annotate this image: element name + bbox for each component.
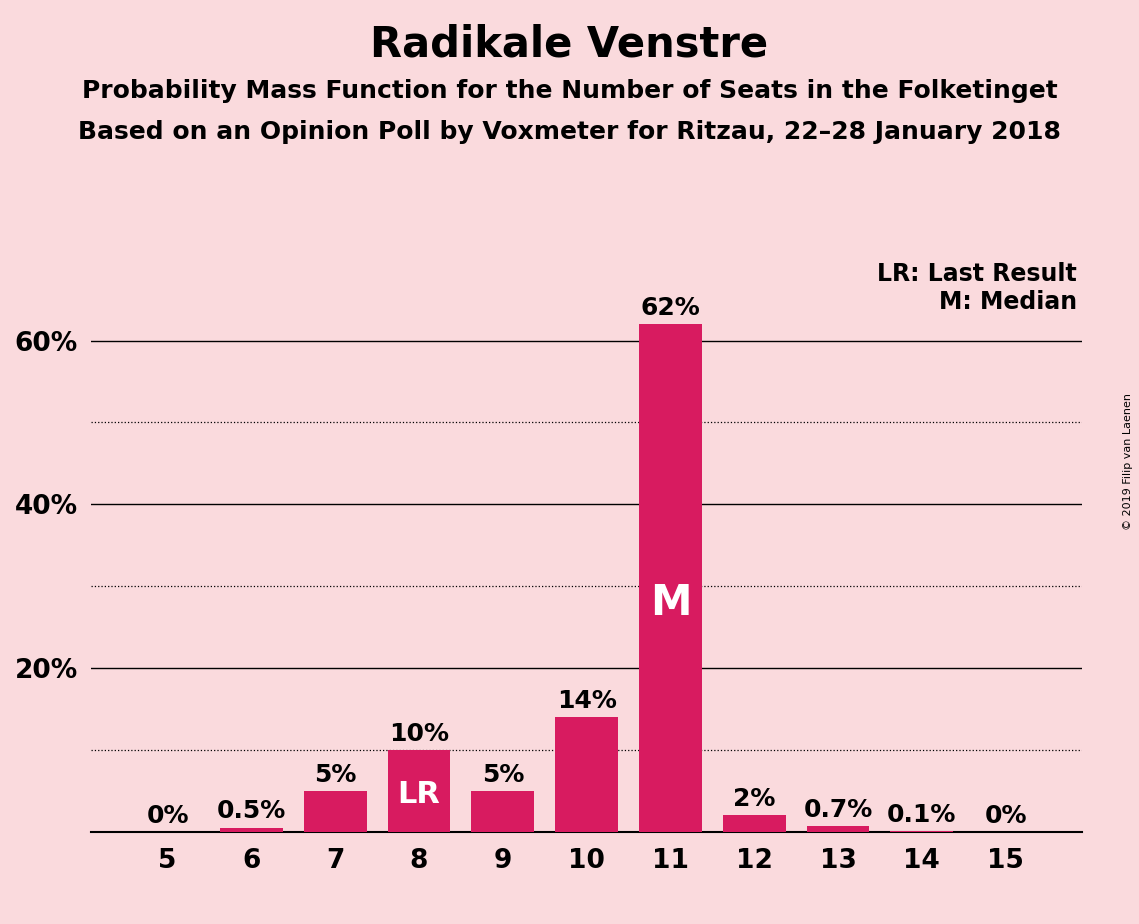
Text: 0.5%: 0.5% (216, 799, 286, 823)
Text: 0.7%: 0.7% (803, 797, 872, 821)
Bar (304, 791, 367, 832)
Bar (220, 828, 282, 832)
Bar (387, 749, 450, 832)
Text: LR: Last Result: LR: Last Result (877, 261, 1077, 286)
Text: M: M (649, 582, 691, 625)
Text: 0%: 0% (984, 804, 1027, 828)
Text: 10%: 10% (390, 722, 449, 746)
Text: Radikale Venstre: Radikale Venstre (370, 23, 769, 65)
Bar (639, 324, 702, 832)
Text: 5%: 5% (314, 762, 357, 786)
Text: 0%: 0% (146, 804, 189, 828)
Text: Based on an Opinion Poll by Voxmeter for Ritzau, 22–28 January 2018: Based on an Opinion Poll by Voxmeter for… (79, 120, 1060, 144)
Bar (806, 826, 869, 832)
Text: LR: LR (398, 780, 441, 809)
Text: 2%: 2% (734, 787, 776, 811)
Text: 0.1%: 0.1% (887, 803, 957, 827)
Bar (472, 791, 534, 832)
Text: M: Median: M: Median (939, 290, 1077, 314)
Bar (723, 815, 786, 832)
Text: Probability Mass Function for the Number of Seats in the Folketinget: Probability Mass Function for the Number… (82, 79, 1057, 103)
Text: 5%: 5% (482, 762, 524, 786)
Bar (555, 717, 618, 832)
Text: 14%: 14% (557, 689, 616, 713)
Text: 62%: 62% (640, 296, 700, 320)
Text: © 2019 Filip van Laenen: © 2019 Filip van Laenen (1123, 394, 1133, 530)
